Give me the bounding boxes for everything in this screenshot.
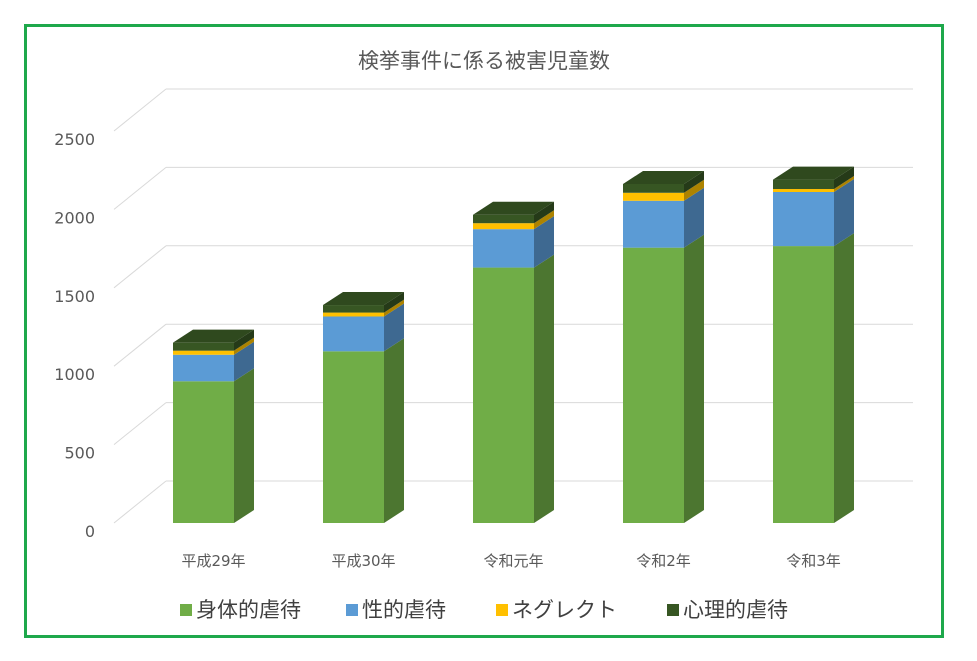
bar-segment-side bbox=[234, 368, 254, 523]
x-tick-label: 令和2年 bbox=[636, 552, 691, 570]
legend-swatch bbox=[667, 604, 679, 616]
bar-top bbox=[623, 170, 704, 184]
x-tick-label: 令和3年 bbox=[786, 552, 841, 570]
bar-segment-side bbox=[534, 216, 554, 268]
bar-stack bbox=[323, 292, 404, 523]
bar-segment-side bbox=[234, 329, 254, 351]
bar-segment bbox=[623, 192, 684, 201]
bar-segment bbox=[773, 189, 834, 192]
bar-segment-side bbox=[234, 341, 254, 382]
y-tick-label: 1500 bbox=[54, 287, 95, 306]
x-axis-labels: 平成29年 平成30年 令和元年 令和2年 令和3年 bbox=[181, 552, 840, 570]
bar-segment bbox=[173, 381, 234, 523]
grid-diagonal bbox=[113, 245, 167, 289]
legend-swatch bbox=[346, 604, 358, 616]
legend-item: 身体的虐待 bbox=[180, 598, 301, 622]
bar-segment-side bbox=[384, 299, 404, 317]
bar-segment-side bbox=[534, 201, 554, 224]
bar-stack bbox=[473, 201, 554, 523]
legend-swatch bbox=[496, 604, 508, 616]
y-tick-label: 1000 bbox=[54, 365, 95, 384]
bar-stack bbox=[773, 166, 854, 524]
grid-diagonal bbox=[113, 323, 167, 367]
bar-segment bbox=[623, 200, 684, 248]
bar-segment-side bbox=[684, 170, 704, 193]
bar-top bbox=[173, 329, 254, 343]
bar-stack bbox=[623, 170, 704, 524]
bar-segment bbox=[623, 247, 684, 524]
bar-segment bbox=[473, 214, 534, 224]
bar-segment-side bbox=[834, 166, 854, 190]
grid-diagonal bbox=[113, 480, 167, 524]
chart-svg: 検挙事件に係る被害児童数 05001000150020002500 平成29年平… bbox=[54, 49, 913, 622]
grid-diagonal bbox=[113, 402, 167, 445]
bar-segment-side bbox=[534, 254, 554, 523]
bar-segment bbox=[173, 350, 234, 355]
bar-segment bbox=[773, 179, 834, 190]
bar-segment bbox=[773, 191, 834, 247]
bar-segment bbox=[473, 229, 534, 268]
bar-stack bbox=[173, 329, 254, 523]
bar-segment-side bbox=[384, 292, 404, 313]
y-axis-labels: 0 500 1000 1500 2000 2500 bbox=[54, 130, 95, 541]
x-tick-label: 平成29年 bbox=[181, 552, 245, 570]
x-tick-label: 平成30年 bbox=[331, 552, 395, 570]
bar-segment-side bbox=[684, 179, 704, 201]
bar-segment bbox=[323, 316, 384, 352]
bar-segment-side bbox=[534, 210, 554, 230]
bar-segment bbox=[323, 351, 384, 523]
bar-segment-side bbox=[384, 338, 404, 523]
x-tick-label: 令和元年 bbox=[483, 552, 543, 570]
bar-top bbox=[773, 166, 854, 180]
chart-frame: 検挙事件に係る被害児童数 0 500 1000 1500 2000 2500 平成29年平… bbox=[24, 24, 944, 638]
bar-segment bbox=[773, 246, 834, 524]
legend-item: ネグレクト bbox=[496, 598, 617, 622]
legend: 身体的虐待 性的虐待 ネグレクト 心理的虐待 bbox=[180, 598, 788, 622]
bar-segment-side bbox=[684, 187, 704, 248]
bar-segment bbox=[323, 312, 384, 317]
y-tick-label: 2000 bbox=[54, 208, 95, 227]
bar-segment bbox=[173, 354, 234, 382]
y-tick-label: 0 bbox=[85, 522, 95, 541]
bar-segment bbox=[623, 183, 684, 193]
legend-label: 身体的虐待 bbox=[196, 598, 301, 622]
bar-segment bbox=[473, 267, 534, 523]
bar-segment-side bbox=[234, 337, 254, 355]
legend-swatch bbox=[180, 604, 192, 616]
legend-label: 心理的虐待 bbox=[683, 598, 788, 622]
bar-segment-side bbox=[834, 233, 854, 524]
bars bbox=[173, 166, 854, 524]
legend-item: 性的虐待 bbox=[346, 598, 446, 622]
legend-item: 心理的虐待 bbox=[667, 598, 788, 622]
bar-top bbox=[323, 292, 404, 306]
y-tick-label: 500 bbox=[64, 444, 95, 463]
bar-segment bbox=[173, 342, 234, 351]
bar-segment bbox=[473, 223, 534, 230]
bar-segment-side bbox=[834, 178, 854, 247]
grid-diagonal bbox=[113, 88, 167, 132]
bar-segment bbox=[323, 305, 384, 313]
bar-segment-side bbox=[384, 303, 404, 352]
bar-segment-side bbox=[834, 176, 854, 192]
bar-segment-side bbox=[684, 234, 704, 524]
legend-label: 性的虐待 bbox=[362, 598, 446, 622]
bar-top bbox=[473, 201, 554, 215]
grid-diagonal bbox=[113, 167, 167, 210]
chart-title: 検挙事件に係る被害児童数 bbox=[358, 49, 610, 73]
legend-label: ネグレクト bbox=[512, 598, 617, 622]
y-tick-label: 2500 bbox=[54, 130, 95, 149]
